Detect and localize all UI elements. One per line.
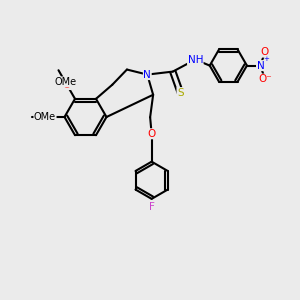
- Text: N: N: [143, 70, 151, 80]
- Text: O: O: [148, 129, 156, 139]
- Text: F: F: [149, 202, 155, 212]
- Text: O: O: [261, 47, 269, 57]
- Text: OMe: OMe: [54, 77, 76, 87]
- Text: O⁻: O⁻: [258, 74, 272, 84]
- Text: O: O: [44, 112, 52, 122]
- Text: +: +: [263, 56, 269, 62]
- Text: OMe: OMe: [34, 112, 56, 122]
- Text: S: S: [177, 88, 184, 98]
- Text: N: N: [256, 61, 264, 70]
- Text: O: O: [63, 80, 71, 89]
- Text: NH: NH: [188, 55, 203, 64]
